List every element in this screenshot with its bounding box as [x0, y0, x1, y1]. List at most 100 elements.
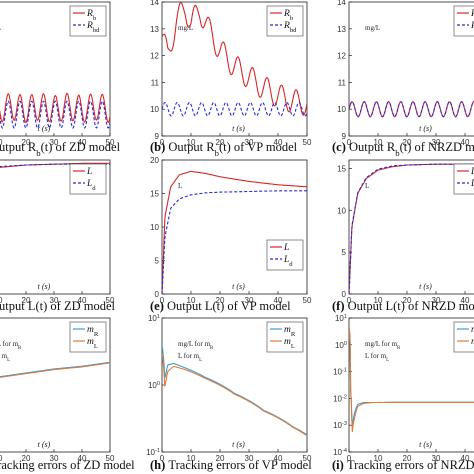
x-tick-label: 30 [245, 296, 254, 305]
panel-caption: Tracking errors of ZD model [0, 458, 135, 472]
legend-label: Rbd [470, 21, 474, 34]
x-tick-label: 30 [245, 138, 254, 147]
legend-label: Rbd [86, 21, 100, 34]
legend-label: mL [87, 337, 98, 350]
series-line-R-b [162, 2, 307, 116]
series-group [349, 326, 474, 432]
panel-e: 0 10 20 30 40 50 0 5 10 15 20 t (s) L L Ld [150, 156, 312, 305]
units-note: mg/L [365, 24, 380, 32]
legend-label: Rb [86, 9, 97, 22]
y-tick-label: 14 [150, 0, 159, 7]
legend-label: Ld [86, 179, 96, 192]
y-tick-label: 14 [337, 0, 346, 7]
x-tick-label: 40 [461, 138, 470, 147]
y-tick-label: 10 [150, 105, 159, 114]
series-line-L [162, 170, 307, 294]
panel-caption: Output Rb(t) of ZD model [0, 140, 121, 158]
y-tick-label: 0 [155, 290, 160, 299]
legend-label: mL [284, 337, 295, 350]
y-tick-label: 10-3 [333, 421, 347, 430]
series-line-m-L [349, 326, 474, 432]
units-note: mg/L [178, 24, 193, 32]
units-note: L for mL [365, 352, 389, 363]
x-tick-label: 20 [22, 138, 31, 147]
legend-label: mR [471, 325, 474, 338]
panel-i: 0 10 20 30 40 10-4 10-3 10-2 10-1 100 101 t (s) mg/L… [333, 314, 474, 463]
y-tick-label: 101 [335, 314, 347, 323]
panel-caption: (e) Output L(t) of VP model [150, 299, 291, 313]
series-group [349, 101, 474, 118]
x-tick-label: 0 [347, 138, 352, 147]
x-axis-label: t (s) [232, 124, 245, 133]
legend-label: Ld [283, 255, 293, 268]
y-tick-label: 11 [338, 78, 347, 87]
legend-box [69, 321, 107, 353]
x-tick-label: 30 [432, 138, 441, 147]
x-tick-label: 40 [274, 454, 283, 463]
legend-label: L [86, 167, 92, 177]
y-tick-label: 15 [150, 190, 159, 199]
plot-frame [161, 159, 308, 295]
series-group [0, 361, 110, 378]
x-tick-label: 20 [216, 296, 225, 305]
y-tick-label: 10-2 [333, 394, 347, 403]
x-axis-label: t (s) [419, 282, 432, 291]
legend-box [69, 163, 107, 195]
y-tick-label: 10-4 [333, 448, 347, 457]
series-group [162, 2, 307, 117]
plot-frame [348, 159, 474, 295]
y-tick-label: 10 [337, 105, 346, 114]
legend: L Ld [266, 239, 304, 271]
legend-label: mL [471, 337, 474, 350]
x-tick-label: 10 [374, 454, 383, 463]
legend-box [69, 5, 107, 37]
series-line-L-d [162, 190, 307, 294]
x-tick-label: 30 [50, 138, 59, 147]
series-line-R-b [0, 92, 110, 124]
units-note: L for mL [178, 352, 202, 363]
x-tick-label: 50 [303, 138, 312, 147]
series-group [0, 92, 110, 129]
legend-label: Rb [283, 9, 294, 22]
x-tick-label: 0 [160, 454, 165, 463]
panel-caption: (c) Output Rb(t) of NRZD model [332, 140, 474, 158]
panel-caption: (i) Tracking errors of NRZD model [332, 458, 474, 472]
x-tick-label: 20 [216, 454, 225, 463]
y-tick-label: 15 [337, 164, 346, 173]
x-axis-label: t (s) [232, 440, 245, 449]
legend-box [266, 239, 304, 271]
x-axis-label: t (s) [232, 282, 245, 291]
y-tick-label: 5 [155, 257, 160, 266]
x-tick-label: 40 [461, 296, 470, 305]
series-line-m-L [0, 362, 110, 378]
x-tick-label: 0 [347, 296, 352, 305]
units-note: mg/L for mR [178, 340, 214, 351]
panel-caption: (f) Output L(t) of NRZD model [332, 299, 474, 313]
y-tick-label: 11 [151, 78, 160, 87]
series-line-m-R [162, 344, 307, 436]
units-note: L [178, 182, 182, 190]
legend: L Ld [453, 163, 474, 195]
x-tick-label: 50 [106, 296, 115, 305]
legend-label: Rb [470, 9, 474, 22]
units-note: mg/L for mR [0, 340, 22, 351]
legend-label: Ld [470, 179, 474, 192]
panel-h: 0 10 20 30 40 50 10-1 100 101 t (s) mg/L for mRL f… [146, 314, 312, 463]
x-axis-label: t (s) [38, 124, 51, 133]
x-tick-label: 0 [347, 454, 352, 463]
y-tick-label: 9 [155, 132, 160, 141]
x-tick-label: 20 [403, 454, 412, 463]
y-tick-label: 10 [150, 223, 159, 232]
x-tick-label: 40 [78, 296, 87, 305]
legend-box [266, 321, 304, 353]
legend-label: L [283, 243, 289, 253]
x-axis-label: t (s) [419, 124, 432, 133]
panel-d: 10 20 30 40 50 t (s) LL Ld [0, 159, 115, 305]
